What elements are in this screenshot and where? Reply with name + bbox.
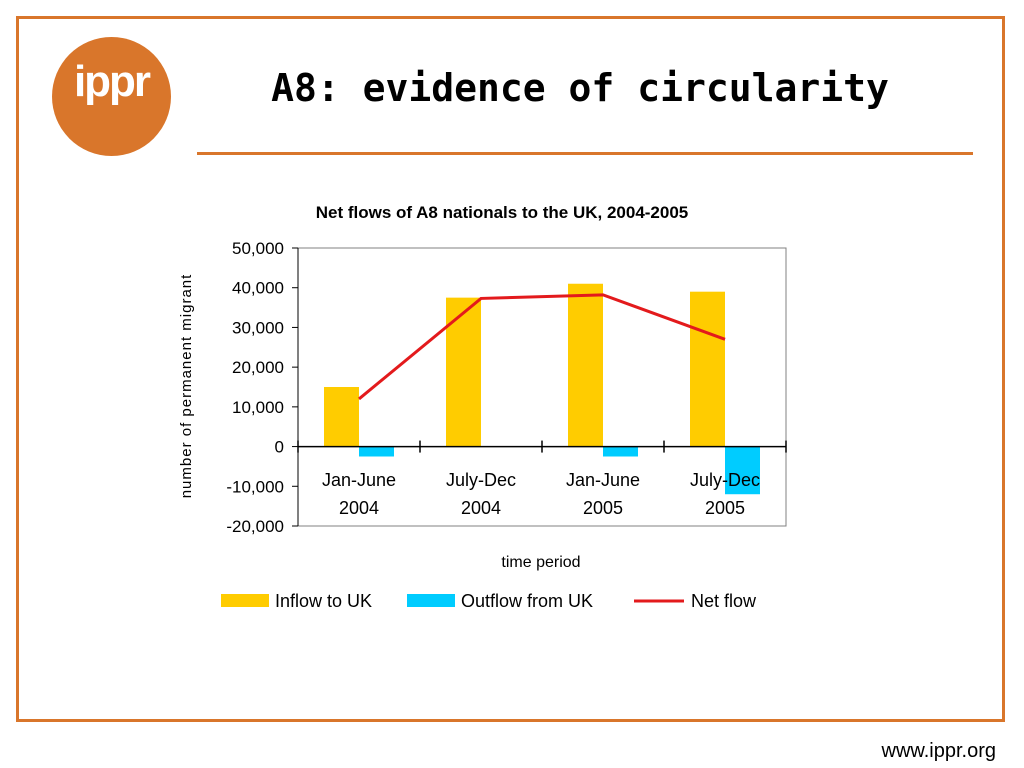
x-tick-label: Jan-June — [566, 470, 640, 490]
outflow-bar — [359, 446, 394, 457]
legend-outflow-swatch — [407, 594, 455, 607]
inflow-bar — [324, 387, 359, 447]
x-tick-label: 2005 — [705, 498, 745, 518]
legend-inflow-swatch — [221, 594, 269, 607]
y-tick-label: 10,000 — [232, 398, 284, 417]
x-axis-label: time period — [501, 554, 580, 571]
lines-layer — [358, 293, 726, 401]
footer-url: www.ippr.org — [881, 740, 997, 762]
y-tick-label: 0 — [275, 438, 284, 457]
slide-frame — [16, 16, 1005, 722]
bars-layer — [324, 283, 760, 495]
y-tick-label: 40,000 — [232, 279, 284, 298]
legend-net-flow-label: Net flow — [691, 591, 757, 611]
y-tick-label: 30,000 — [232, 318, 284, 337]
x-tick-label: 2004 — [339, 498, 379, 518]
x-tick-label: Jan-June — [322, 470, 396, 490]
net-flow-line — [358, 293, 726, 401]
outflow-bar — [725, 446, 760, 495]
inflow-bar — [568, 283, 603, 447]
axes-layer — [292, 247, 787, 527]
inflow-bar — [446, 297, 481, 447]
x-tick-label: July-Dec — [446, 470, 516, 490]
legend: Inflow to UK Outflow from UK Net flow — [221, 591, 757, 611]
inflow-bar — [690, 291, 725, 447]
tick-labels-layer: 50,000 40,000 30,000 20,000 10,000 0 -10,000 -2… — [226, 239, 760, 536]
chart-title: Net flows of A8 nationals to the UK, 200… — [316, 203, 689, 222]
y-tick-label: 20,000 — [232, 358, 284, 377]
logo-text: ippr — [73, 57, 151, 106]
ippr-logo: ippr — [52, 37, 171, 156]
legend-inflow-label: Inflow to UK — [275, 591, 372, 611]
x-tick-label: July-Dec — [690, 470, 760, 490]
y-axis-label: number of permanent migrant — [178, 274, 195, 499]
x-tick-label: 2004 — [461, 498, 501, 518]
y-tick-label: -10,000 — [226, 477, 284, 496]
outflow-bar — [603, 446, 638, 457]
slide-title: A8: evidence of circularity — [271, 66, 889, 110]
y-tick-label: -20,000 — [226, 517, 284, 536]
legend-outflow-label: Outflow from UK — [461, 591, 593, 611]
title-divider — [197, 152, 973, 155]
y-tick-label: 50,000 — [232, 239, 284, 258]
x-tick-label: 2005 — [583, 498, 623, 518]
